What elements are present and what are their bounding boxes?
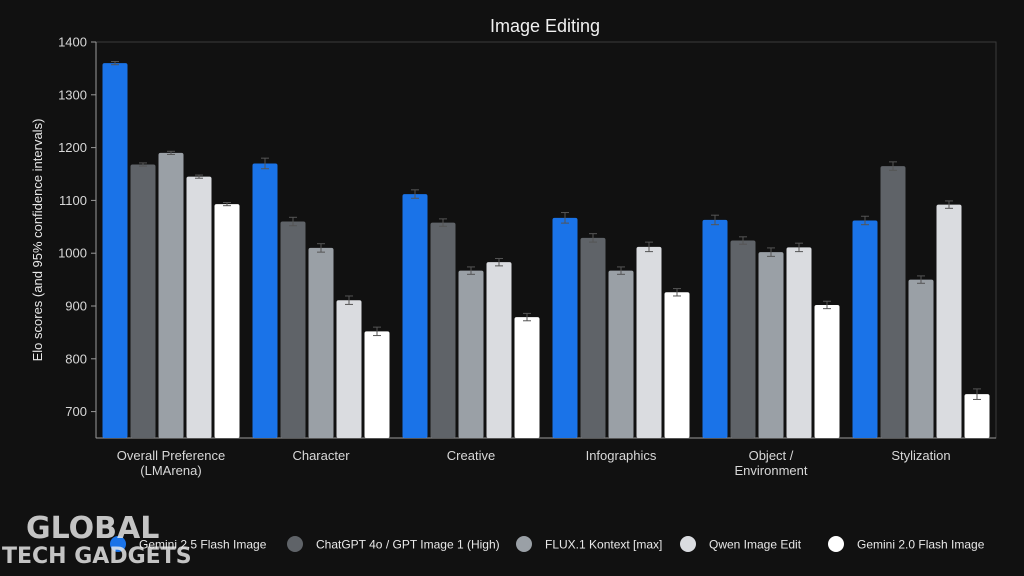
watermark-line-2: TECH GADGETS — [2, 544, 192, 569]
bar — [186, 176, 212, 438]
legend-label: Gemini 2.0 Flash Image — [857, 538, 985, 552]
y-tick-label: 1100 — [59, 193, 87, 208]
y-tick-label: 1000 — [58, 246, 87, 261]
legend-swatch — [110, 536, 126, 552]
legend-label: ChatGPT 4o / GPT Image 1 (High) — [316, 538, 500, 552]
x-tick-label-line: (LMArena) — [140, 463, 201, 478]
bar — [880, 166, 906, 438]
bar — [130, 164, 156, 438]
y-tick-label: 700 — [65, 404, 87, 419]
bar — [280, 221, 306, 438]
x-tick-label-line: Stylization — [891, 448, 950, 463]
y-tick-label: 1300 — [58, 87, 87, 102]
bar — [786, 247, 812, 438]
x-tick-label-line: Creative — [447, 448, 495, 463]
bar — [814, 304, 840, 438]
legend-swatch — [828, 536, 844, 552]
y-tick-label: 900 — [65, 299, 87, 314]
chart-title: Image Editing — [490, 16, 600, 36]
legend-label: Gemini 2.5 Flash Image — [139, 538, 267, 552]
y-tick-label: 1400 — [58, 35, 87, 50]
x-tick-label-line: Environment — [735, 463, 808, 478]
bar — [486, 262, 512, 438]
bar — [964, 394, 990, 438]
legend-swatch — [287, 536, 303, 552]
x-tick-label: Object / Environment — [735, 448, 808, 478]
bar — [852, 220, 878, 438]
bar — [336, 300, 362, 438]
bar — [514, 317, 540, 438]
bar — [580, 237, 606, 438]
x-tick-label: Stylization — [891, 448, 950, 463]
legend-label: FLUX.1 Kontext [max] — [545, 538, 662, 552]
bar — [102, 63, 128, 439]
bar — [158, 152, 184, 438]
bar — [636, 246, 662, 438]
bar — [214, 204, 240, 438]
x-tick-label-line: Character — [292, 448, 350, 463]
bar — [402, 194, 428, 438]
bar — [252, 163, 278, 438]
bar — [702, 219, 728, 438]
x-tick-label: Infographics — [586, 448, 657, 463]
bar — [308, 247, 334, 438]
x-tick-label-line: Overall Preference — [117, 448, 225, 463]
legend-swatch — [516, 536, 532, 552]
legend-swatch — [680, 536, 696, 552]
x-tick-label: Overall Preference (LMArena) — [117, 448, 225, 478]
bar — [936, 204, 962, 438]
bar — [664, 292, 690, 438]
y-tick-label: 1200 — [58, 140, 87, 155]
y-tick-label: 800 — [65, 351, 87, 366]
bar — [364, 331, 390, 438]
bar — [458, 270, 484, 438]
bar — [608, 270, 634, 438]
legend-label: Qwen Image Edit — [709, 538, 802, 552]
watermark-line-1: GLOBAL — [26, 511, 160, 546]
watermark-logo: GLOBAL TECH GADGETS — [2, 514, 192, 568]
x-tick-label: Character — [292, 448, 350, 463]
y-axis-label: Elo scores (and 95% confidence intervals… — [30, 119, 45, 362]
bar — [908, 279, 934, 438]
bar — [430, 222, 456, 438]
bar — [552, 217, 578, 438]
x-tick-label: Creative — [447, 448, 495, 463]
bar — [758, 252, 784, 438]
x-tick-label-line: Object / — [749, 448, 794, 463]
bar — [730, 240, 756, 438]
x-tick-label-line: Infographics — [586, 448, 657, 463]
